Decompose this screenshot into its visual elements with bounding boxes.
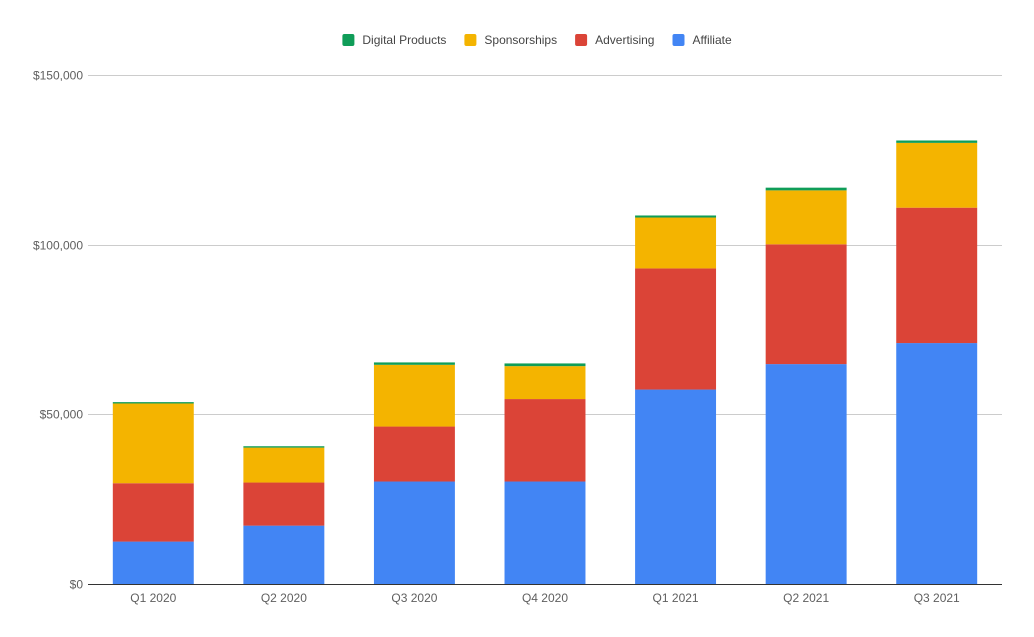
bar-digital-products-q4-2020[interactable] <box>504 363 586 367</box>
legend-label: Sponsorships <box>484 33 557 47</box>
bar-advertising-q1-2021[interactable] <box>635 268 717 390</box>
bar-sponsorships-q1-2020[interactable] <box>112 403 194 484</box>
legend-label: Advertising <box>595 33 654 47</box>
legend-swatch <box>672 34 685 46</box>
x-tick-label: Q1 2021 <box>653 591 699 605</box>
x-tick-label: Q1 2020 <box>130 591 176 605</box>
y-tick-label: $150,000 <box>33 69 83 83</box>
legend-label: Digital Products <box>362 33 446 47</box>
bar-advertising-q4-2020[interactable] <box>504 399 586 482</box>
bar-affiliate-q3-2020[interactable] <box>373 481 455 584</box>
y-tick-label: $100,000 <box>33 239 83 253</box>
bars <box>112 140 978 584</box>
x-tick-label: Q2 2020 <box>261 591 307 605</box>
bar-affiliate-q2-2021[interactable] <box>765 364 847 584</box>
legend-item-affiliate[interactable]: Affiliate <box>672 33 732 47</box>
bar-digital-products-q2-2021[interactable] <box>765 187 847 191</box>
x-tick-label: Q3 2020 <box>391 591 437 605</box>
bar-digital-products-q3-2021[interactable] <box>896 140 978 143</box>
bar-sponsorships-q3-2021[interactable] <box>896 142 978 208</box>
bar-affiliate-q1-2021[interactable] <box>635 389 717 584</box>
legend-label: Affiliate <box>693 33 732 47</box>
bar-advertising-q2-2021[interactable] <box>765 244 847 365</box>
bar-digital-products-q2-2020[interactable] <box>243 446 325 448</box>
x-tick-label: Q4 2020 <box>522 591 568 605</box>
bar-digital-products-q3-2020[interactable] <box>373 362 455 365</box>
y-axis: $0 $50,000 $100,000 $150,000 <box>33 69 83 592</box>
y-tick-label: $0 <box>70 578 84 592</box>
bar-sponsorships-q1-2021[interactable] <box>635 217 717 269</box>
y-tick-label: $50,000 <box>40 408 84 422</box>
legend: Digital Products Sponsorships Advertising A… <box>342 33 732 47</box>
bar-advertising-q3-2021[interactable] <box>896 207 978 344</box>
x-tick-label: Q2 2021 <box>783 591 829 605</box>
legend-swatch <box>464 34 477 46</box>
x-tick-label: Q3 2021 <box>914 591 960 605</box>
legend-item-sponsorships[interactable]: Sponsorships <box>464 33 557 47</box>
bar-sponsorships-q3-2020[interactable] <box>373 364 455 427</box>
bar-sponsorships-q2-2020[interactable] <box>243 447 325 483</box>
legend-item-advertising[interactable]: Advertising <box>575 33 654 47</box>
bar-digital-products-q1-2020[interactable] <box>112 402 194 404</box>
bar-sponsorships-q2-2021[interactable] <box>765 190 847 245</box>
bar-advertising-q2-2020[interactable] <box>243 482 325 526</box>
legend-swatch <box>575 34 588 46</box>
bar-affiliate-q3-2021[interactable] <box>896 343 978 584</box>
bar-advertising-q3-2020[interactable] <box>373 426 455 482</box>
bar-affiliate-q2-2020[interactable] <box>243 525 325 584</box>
bar-advertising-q1-2020[interactable] <box>112 483 194 542</box>
legend-item-digital-products[interactable]: Digital Products <box>342 33 446 47</box>
legend-swatch <box>342 34 355 46</box>
bar-digital-products-q1-2021[interactable] <box>635 215 717 218</box>
bar-affiliate-q4-2020[interactable] <box>504 481 586 584</box>
x-axis: Q1 2020 Q2 2020 Q3 2020 Q4 2020 Q1 2021 Q2 20… <box>130 591 960 605</box>
bar-sponsorships-q4-2020[interactable] <box>504 366 586 400</box>
bar-affiliate-q1-2020[interactable] <box>112 541 194 584</box>
